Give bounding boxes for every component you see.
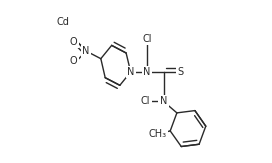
Text: O: O	[69, 56, 77, 66]
Text: N: N	[143, 67, 151, 77]
Text: N: N	[127, 67, 134, 77]
Text: CH₃: CH₃	[149, 129, 167, 139]
Text: S: S	[177, 67, 183, 77]
Text: N: N	[160, 96, 167, 106]
Text: N: N	[82, 46, 90, 56]
Text: Cl: Cl	[141, 96, 150, 106]
Text: Cl: Cl	[142, 34, 152, 44]
Text: Cd: Cd	[57, 17, 69, 27]
Text: O: O	[69, 37, 77, 47]
